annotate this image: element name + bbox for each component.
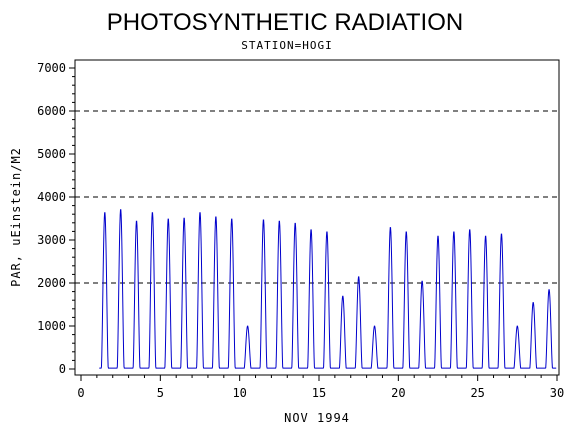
chart-title: PHOTOSYNTHETIC RADIATION	[107, 9, 463, 36]
series-layer	[99, 209, 557, 369]
y-tick-label: 2000	[37, 276, 66, 290]
plot-frame	[74, 59, 560, 376]
x-axis: 0 5 10 15 20 25 30	[77, 375, 564, 400]
y-tick-label: 1000	[37, 319, 66, 333]
x-tick-label: 20	[391, 386, 405, 400]
y-tick-label: 7000	[37, 61, 66, 75]
chart-subtitle: STATION=HOGI	[241, 39, 332, 52]
y-tick-label: 3000	[37, 233, 66, 247]
y-tick-label: 4000	[37, 190, 66, 204]
y-axis: 0 1000 2000 3000 4000 5000 6000 7000	[37, 61, 75, 376]
x-tick-label: 15	[312, 386, 326, 400]
x-tick-label: 5	[157, 386, 164, 400]
x-tick-label: 10	[232, 386, 246, 400]
x-tick-label: 0	[77, 386, 84, 400]
x-tick-label: 25	[470, 386, 484, 400]
x-axis-label: NOV 1994	[284, 411, 350, 425]
y-tick-label: 5000	[37, 147, 66, 161]
y-tick-label: 0	[59, 362, 66, 376]
par-series-line	[99, 209, 557, 369]
x-tick-label: 30	[550, 386, 564, 400]
y-tick-label: 6000	[37, 104, 66, 118]
y-axis-label: PAR, uEinstein/M2	[9, 147, 23, 287]
